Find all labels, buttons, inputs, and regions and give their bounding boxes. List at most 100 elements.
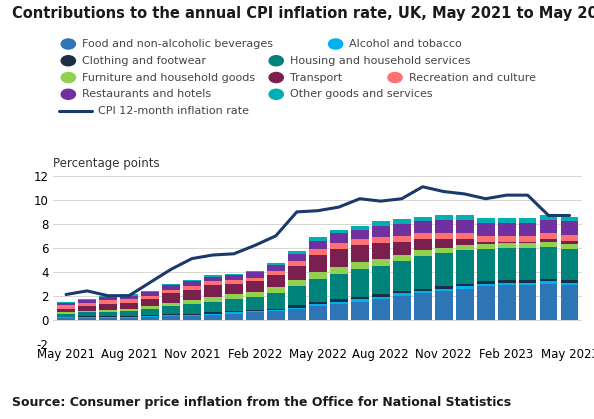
- Bar: [204, 285, 222, 297]
- Bar: [120, 311, 138, 316]
- Bar: [498, 236, 516, 242]
- Bar: [330, 249, 347, 267]
- Bar: [162, 290, 180, 293]
- Bar: [498, 282, 516, 285]
- Bar: [309, 255, 327, 272]
- Bar: [519, 282, 536, 285]
- Bar: [309, 279, 327, 302]
- Bar: [225, 274, 243, 275]
- Bar: [477, 284, 495, 286]
- Bar: [435, 215, 453, 220]
- Bar: [435, 291, 453, 320]
- Text: Recreation and culture: Recreation and culture: [409, 72, 536, 83]
- Bar: [162, 316, 180, 320]
- Bar: [99, 317, 117, 318]
- Bar: [183, 304, 201, 314]
- Bar: [78, 311, 96, 313]
- Bar: [477, 286, 495, 320]
- Bar: [225, 299, 243, 311]
- Bar: [78, 306, 96, 311]
- Bar: [78, 317, 96, 318]
- Bar: [498, 248, 516, 280]
- Text: Percentage points: Percentage points: [53, 157, 160, 170]
- Bar: [372, 222, 390, 226]
- Bar: [267, 275, 285, 287]
- Bar: [246, 310, 264, 311]
- Bar: [456, 239, 473, 246]
- Bar: [309, 237, 327, 241]
- Bar: [57, 317, 75, 318]
- Bar: [561, 217, 579, 222]
- Bar: [288, 308, 306, 309]
- Bar: [351, 299, 369, 302]
- Bar: [57, 305, 75, 309]
- Bar: [351, 226, 369, 230]
- Bar: [267, 293, 285, 309]
- Bar: [309, 241, 327, 249]
- Bar: [519, 280, 536, 282]
- Bar: [435, 248, 453, 253]
- Text: Furniture and household goods: Furniture and household goods: [82, 72, 255, 83]
- Bar: [288, 266, 306, 280]
- Bar: [456, 220, 473, 233]
- Bar: [162, 284, 180, 285]
- Bar: [141, 309, 159, 315]
- Text: Housing and household services: Housing and household services: [290, 56, 470, 66]
- Bar: [414, 233, 432, 239]
- Bar: [498, 218, 516, 222]
- Bar: [141, 291, 159, 292]
- Bar: [78, 318, 96, 320]
- Bar: [456, 289, 473, 320]
- Bar: [183, 316, 201, 320]
- Bar: [267, 309, 285, 310]
- Bar: [519, 236, 536, 242]
- Text: Clothing and footwear: Clothing and footwear: [82, 56, 206, 66]
- Bar: [498, 222, 516, 236]
- Bar: [414, 291, 432, 293]
- Bar: [456, 250, 473, 284]
- Bar: [225, 284, 243, 295]
- Bar: [183, 315, 201, 316]
- Bar: [99, 318, 117, 320]
- Bar: [246, 313, 264, 320]
- Text: Contributions to the annual CPI inflation rate, UK, May 2021 to May 2023: Contributions to the annual CPI inflatio…: [12, 6, 594, 21]
- Bar: [393, 242, 410, 255]
- Bar: [162, 285, 180, 290]
- Bar: [435, 220, 453, 233]
- Bar: [477, 236, 495, 242]
- Bar: [204, 315, 222, 320]
- Bar: [120, 299, 138, 303]
- Bar: [561, 241, 579, 244]
- Bar: [204, 277, 222, 281]
- Bar: [393, 293, 410, 296]
- Bar: [330, 230, 347, 233]
- Bar: [225, 295, 243, 299]
- Bar: [330, 274, 347, 299]
- Bar: [78, 300, 96, 303]
- Bar: [120, 318, 138, 320]
- Bar: [204, 275, 222, 277]
- Bar: [372, 299, 390, 320]
- Bar: [519, 242, 536, 243]
- Bar: [120, 296, 138, 299]
- Bar: [204, 281, 222, 285]
- Bar: [351, 297, 369, 299]
- Text: Transport: Transport: [290, 72, 342, 83]
- Bar: [78, 313, 96, 316]
- Bar: [539, 242, 558, 247]
- Bar: [351, 262, 369, 269]
- Bar: [456, 284, 473, 286]
- Bar: [246, 278, 264, 281]
- Bar: [414, 239, 432, 250]
- Bar: [561, 285, 579, 320]
- Bar: [393, 261, 410, 291]
- Bar: [477, 244, 495, 249]
- Bar: [288, 254, 306, 261]
- Bar: [225, 280, 243, 284]
- Bar: [141, 316, 159, 317]
- Bar: [246, 272, 264, 278]
- Bar: [561, 235, 579, 241]
- Bar: [99, 310, 117, 313]
- Text: Restaurants and hotels: Restaurants and hotels: [82, 89, 211, 99]
- Bar: [372, 237, 390, 243]
